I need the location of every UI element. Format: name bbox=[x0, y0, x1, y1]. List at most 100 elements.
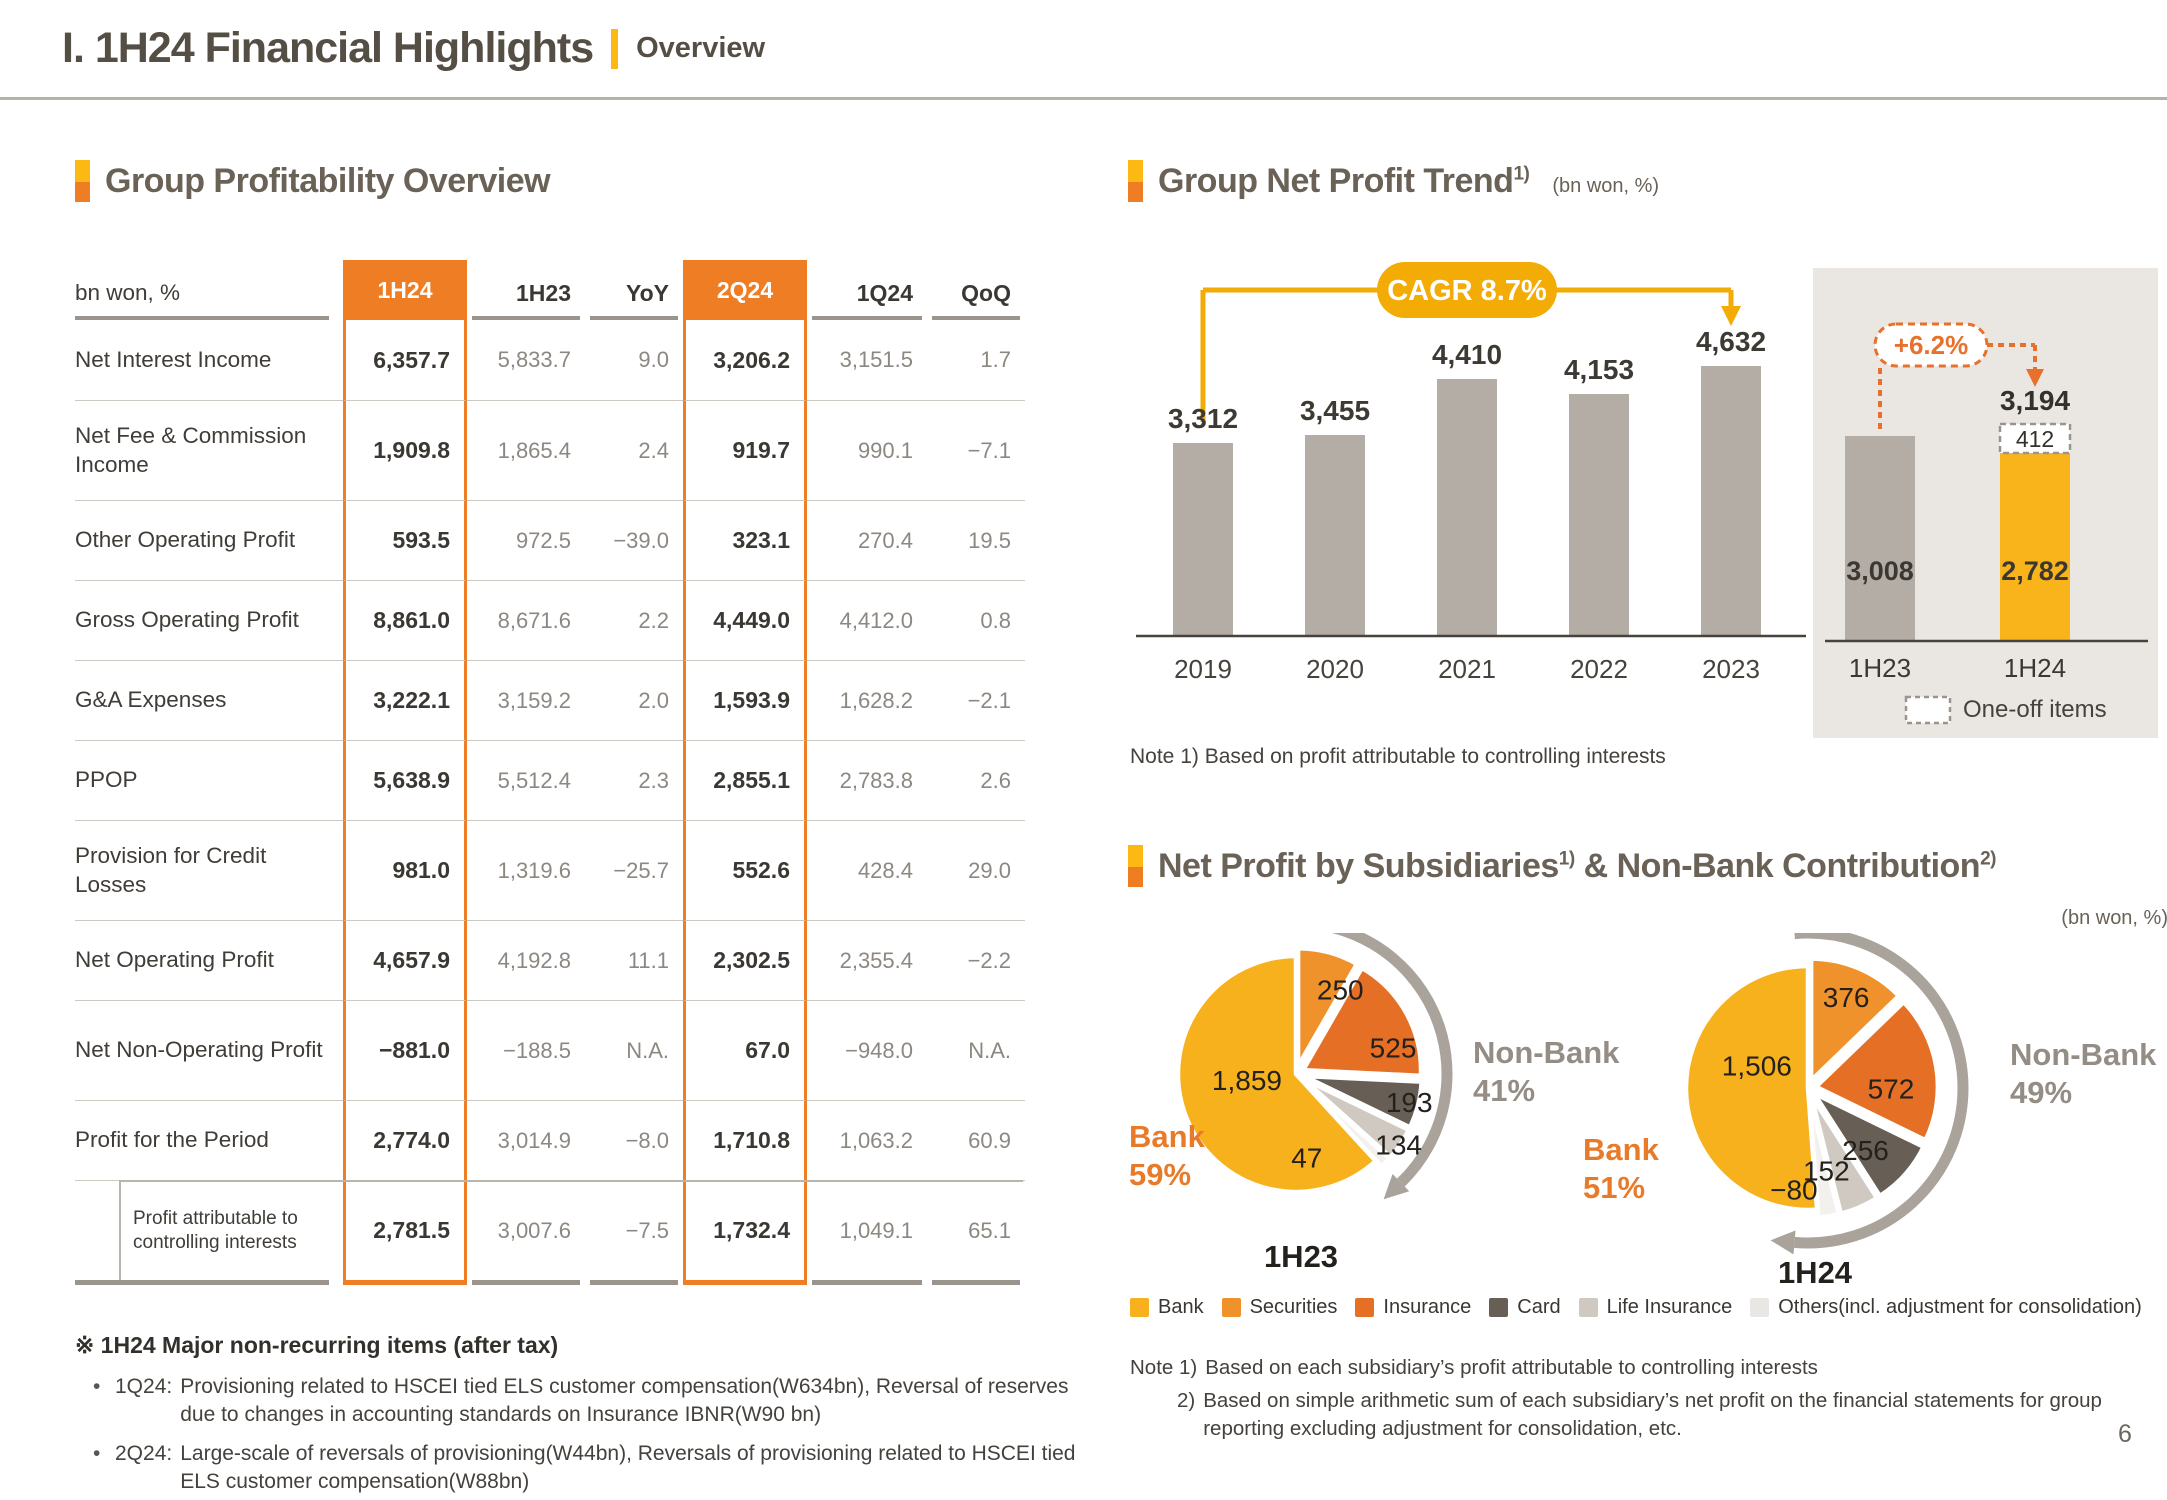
nonbank-share-label: Non-Bank bbox=[1473, 1035, 1620, 1070]
table-row: Gross Operating Profit 8,861.0 8,671.6 2.2 4… bbox=[75, 580, 1025, 660]
title-separator-bar bbox=[611, 28, 619, 69]
row-label: Profit attributable to controlling inter… bbox=[75, 1180, 343, 1280]
trend-bar-2022 bbox=[1569, 394, 1629, 636]
pie-slice-card bbox=[1301, 1073, 1424, 1130]
bottom-rule-segment bbox=[932, 1280, 1020, 1285]
cell-value: 4,412.0 bbox=[807, 580, 927, 660]
non-bank-arc-arrow bbox=[1331, 933, 1453, 1187]
cell-value: 4,449.0 bbox=[683, 580, 807, 660]
legend-item: Bank bbox=[1130, 1296, 1204, 1319]
cell-value: 3,159.2 bbox=[467, 660, 585, 740]
row-label: Net Operating Profit bbox=[75, 920, 343, 1000]
cell-value: 5,638.9 bbox=[343, 740, 467, 820]
trend-bar-2019 bbox=[1173, 443, 1233, 636]
cell-value: 2,355.4 bbox=[807, 920, 927, 1000]
section-bullet-icon bbox=[1128, 845, 1143, 887]
bar-category-label: 2022 bbox=[1570, 654, 1628, 684]
bar-value-label: 3,455 bbox=[1300, 395, 1370, 426]
non-recurring-items-note: ※ 1H24 Major non-recurring items (after … bbox=[75, 1332, 1085, 1496]
section-heading: Net Profit by Subsidiaries1) & Non-Bank … bbox=[1158, 846, 1996, 885]
row-label: Net Non-Operating Profit bbox=[75, 1000, 343, 1100]
cell-value: 29.0 bbox=[927, 820, 1025, 920]
row-label: Gross Operating Profit bbox=[75, 580, 343, 660]
page-number: 6 bbox=[2118, 1420, 2132, 1448]
row-label: Provision for Credit Losses bbox=[75, 820, 343, 920]
section-group-profitability: Group Profitability Overview bn won, % 1H… bbox=[75, 160, 1075, 1493]
bank-share-label: Bank bbox=[1129, 1119, 1206, 1154]
bottom-rule-segment bbox=[812, 1280, 922, 1285]
note-line: Note 1) Based on each subsidiary’s profit… bbox=[1130, 1356, 1818, 1379]
cell-value: 1,628.2 bbox=[807, 660, 927, 740]
pie-slice-card bbox=[1811, 1091, 1926, 1199]
arc-arrowhead bbox=[1770, 1230, 1796, 1255]
nonbank-share-pct: 41% bbox=[1473, 1073, 1535, 1108]
one-off-legend-swatch bbox=[1904, 695, 1952, 725]
cell-value: −7.1 bbox=[927, 400, 1025, 500]
note-item: • 2Q24: Large-scale of reversals of provis… bbox=[93, 1441, 1076, 1494]
cell-value: 1,909.8 bbox=[343, 400, 467, 500]
legend-label: Life Insurance bbox=[1606, 1296, 1733, 1318]
bar-category-label: 2023 bbox=[1702, 654, 1760, 684]
table-row: G&A Expenses 3,222.1 3,159.2 2.0 1,593.9 1,62… bbox=[75, 660, 1025, 740]
cell-value: 2.2 bbox=[585, 580, 683, 660]
pie-slice-insurance bbox=[1300, 965, 1424, 1079]
slice-value-label: 193 bbox=[1386, 1087, 1433, 1118]
table-body: Net Interest Income 6,357.7 5,833.7 9.0 3,20… bbox=[75, 320, 1025, 1280]
cell-value: 981.0 bbox=[343, 820, 467, 920]
cell-value: −39.0 bbox=[585, 500, 683, 580]
pie-slice-securities bbox=[1295, 946, 1360, 1069]
bar-value-label: 4,153 bbox=[1564, 354, 1634, 385]
footnote-ref: 2) bbox=[1980, 848, 1996, 870]
trend-bar-2023 bbox=[1701, 366, 1761, 636]
cell-value: N.A. bbox=[585, 1000, 683, 1100]
cell-value: 4,657.9 bbox=[343, 920, 467, 1000]
cell-value: 3,206.2 bbox=[683, 320, 807, 400]
section-heading: Group Profitability Overview bbox=[105, 161, 551, 200]
section-heading-row: Net Profit by Subsidiaries1) & Non-Bank … bbox=[1128, 845, 2167, 887]
legend-swatch bbox=[1221, 1298, 1241, 1317]
table-row: Profit attributable to controlling inter… bbox=[75, 1180, 1025, 1280]
cell-value: −7.5 bbox=[585, 1180, 683, 1280]
table-row: Provision for Credit Losses 981.0 1,319.6−… bbox=[75, 820, 1025, 920]
legend-label: Insurance bbox=[1383, 1296, 1472, 1318]
cell-value: −25.7 bbox=[585, 820, 683, 920]
legend-item: Others(incl. adjustment for consolidatio… bbox=[1750, 1296, 2142, 1319]
half-year-comparison-panel: 3,008 2,782 412 3,194 +6.2% 1H23 1H24 One-off i… bbox=[1813, 268, 2158, 738]
trend-note: Note 1) Based on profit attributable to … bbox=[1130, 745, 1666, 768]
slice-value-label: 525 bbox=[1370, 1033, 1417, 1064]
cell-value: 19.5 bbox=[927, 500, 1025, 580]
cell-value: 2,855.1 bbox=[683, 740, 807, 820]
nonbank-share-label: Non-Bank bbox=[2010, 1037, 2157, 1072]
section-heading-row: Group Net Profit Trend1) (bn won, %) bbox=[1128, 160, 2167, 202]
page-subtitle: Overview bbox=[636, 32, 766, 64]
cell-value: 2,781.5 bbox=[343, 1180, 467, 1280]
cell-value: 2.0 bbox=[585, 660, 683, 740]
one-off-legend-label: One-off items bbox=[1963, 696, 2107, 723]
one-off-items-box bbox=[1998, 422, 2072, 455]
half-year-comparison-chart: 3,008 2,782 412 3,194 +6.2% 1H23 1H24 One-off i… bbox=[1825, 322, 2148, 725]
table-row: PPOP 5,638.9 5,512.4 2.3 2,855.1 2,783.8 2.6 bbox=[75, 740, 1025, 820]
section-net-profit-by-subsidiaries: Net Profit by Subsidiaries1) & Non-Bank … bbox=[1128, 845, 2167, 1485]
cell-value: 1,732.4 bbox=[683, 1180, 807, 1280]
legend-swatch bbox=[1578, 1298, 1598, 1317]
row-label: Profit for the Period bbox=[75, 1100, 343, 1180]
column-header: 1H24 bbox=[343, 260, 467, 320]
cell-value: 270.4 bbox=[807, 500, 927, 580]
pie-legend: Bank Securities Insurance Card Life Insuranc… bbox=[1130, 1296, 2142, 1319]
net-profit-trend-bar-chart: CAGR 8.7% 3,312 2019 3,455 2020 4,410 2021 4,15… bbox=[1136, 262, 1806, 684]
slice-value-label: 134 bbox=[1375, 1130, 1422, 1161]
cell-value: 428.4 bbox=[807, 820, 927, 920]
unit-label: (bn won, %) bbox=[1552, 175, 1660, 197]
footnote-ref: 1) bbox=[1558, 848, 1575, 870]
cell-value: 1.7 bbox=[980, 347, 1011, 372]
cell-value: 1,710.8 bbox=[683, 1100, 807, 1180]
column-header: 2Q24 bbox=[683, 260, 807, 320]
cell-value: 2,774.0 bbox=[343, 1100, 467, 1180]
cell-value: 65.1 bbox=[927, 1180, 1025, 1280]
non-bank-arc-arrow bbox=[1794, 933, 1969, 1249]
legend-label: Bank bbox=[1158, 1296, 1204, 1318]
bank-share-label: Bank bbox=[1583, 1132, 1660, 1167]
slice-value-label: −80 bbox=[1770, 1175, 1818, 1206]
cell-value: 4,192.8 bbox=[467, 920, 585, 1000]
